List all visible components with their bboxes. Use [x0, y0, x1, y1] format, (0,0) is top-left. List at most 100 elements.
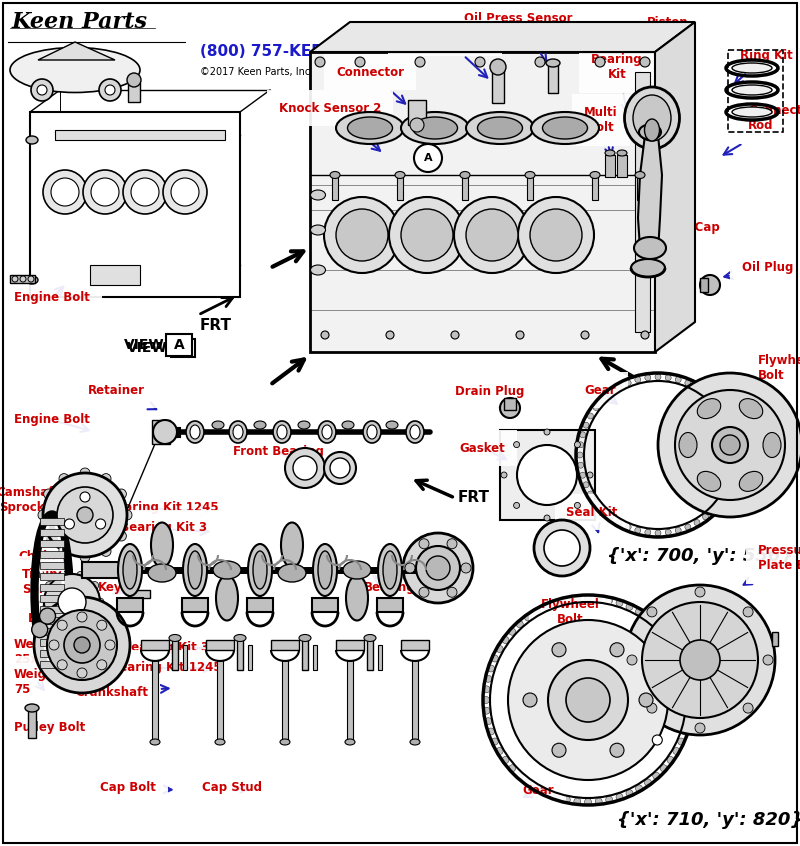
Circle shape: [581, 331, 589, 339]
Bar: [635, 72, 650, 332]
Circle shape: [682, 665, 689, 672]
Circle shape: [645, 779, 651, 786]
Circle shape: [616, 384, 622, 391]
Circle shape: [665, 375, 671, 381]
Bar: [605, 155, 615, 177]
Circle shape: [485, 717, 492, 725]
Circle shape: [466, 209, 518, 261]
Bar: [504, 398, 516, 410]
Text: Engine Bolt: Engine Bolt: [14, 414, 90, 432]
Bar: [128, 82, 140, 102]
Circle shape: [43, 170, 87, 214]
Ellipse shape: [150, 739, 160, 745]
Circle shape: [616, 519, 622, 525]
Circle shape: [652, 735, 662, 745]
Bar: [40, 584, 64, 591]
Circle shape: [59, 624, 67, 633]
Circle shape: [523, 693, 537, 707]
Ellipse shape: [590, 172, 600, 179]
Circle shape: [330, 458, 350, 478]
Ellipse shape: [347, 117, 393, 139]
Text: Crankshaft: Crankshaft: [75, 685, 169, 699]
Ellipse shape: [188, 551, 202, 589]
Circle shape: [587, 472, 593, 478]
Ellipse shape: [605, 150, 615, 156]
Polygon shape: [38, 42, 115, 60]
Text: FRT: FRT: [200, 318, 232, 333]
Bar: [152, 420, 170, 444]
Text: Drain Plug: Drain Plug: [455, 386, 525, 411]
Circle shape: [600, 397, 606, 403]
Circle shape: [595, 595, 602, 602]
Circle shape: [95, 519, 106, 529]
Ellipse shape: [118, 544, 142, 596]
Circle shape: [163, 170, 207, 214]
Circle shape: [127, 73, 141, 87]
Circle shape: [658, 373, 800, 517]
Ellipse shape: [330, 172, 340, 179]
Ellipse shape: [273, 421, 291, 443]
Circle shape: [447, 539, 457, 549]
Circle shape: [720, 435, 740, 455]
Ellipse shape: [254, 421, 266, 429]
Text: Seal Kit: Seal Kit: [566, 506, 618, 532]
Circle shape: [727, 422, 733, 428]
Bar: [408, 100, 426, 125]
Circle shape: [686, 686, 693, 693]
Bar: [347, 660, 353, 740]
Bar: [500, 430, 595, 520]
Bar: [183, 645, 187, 670]
Bar: [700, 278, 708, 292]
Circle shape: [743, 703, 753, 713]
Bar: [282, 660, 288, 740]
Circle shape: [315, 57, 325, 67]
Text: Flywheel
Bolt: Flywheel Bolt: [743, 354, 800, 406]
Circle shape: [583, 422, 589, 428]
Circle shape: [722, 413, 729, 419]
Ellipse shape: [280, 739, 290, 745]
Circle shape: [764, 437, 780, 453]
Bar: [367, 640, 373, 670]
Circle shape: [684, 717, 691, 725]
Circle shape: [28, 276, 34, 282]
Circle shape: [578, 442, 584, 448]
Text: Balancer: Balancer: [28, 612, 86, 624]
Circle shape: [496, 748, 503, 755]
Ellipse shape: [298, 421, 310, 429]
Circle shape: [563, 796, 570, 803]
Circle shape: [730, 431, 736, 438]
Circle shape: [485, 675, 492, 682]
Circle shape: [59, 547, 69, 557]
Circle shape: [673, 645, 680, 652]
Bar: [302, 640, 308, 670]
Ellipse shape: [401, 112, 469, 144]
Text: Timing
Sprocket: Timing Sprocket: [22, 568, 81, 596]
Circle shape: [635, 608, 642, 615]
Bar: [28, 710, 36, 738]
Ellipse shape: [318, 421, 336, 443]
Circle shape: [635, 785, 642, 792]
Circle shape: [451, 331, 459, 339]
Circle shape: [566, 678, 610, 722]
Circle shape: [415, 57, 425, 67]
Text: {'x': 700, 'y': 556}: {'x': 700, 'y': 556}: [607, 547, 793, 565]
Circle shape: [99, 79, 121, 101]
Bar: [772, 632, 778, 646]
Circle shape: [57, 487, 113, 543]
Ellipse shape: [413, 117, 458, 139]
Circle shape: [80, 552, 90, 562]
Ellipse shape: [213, 561, 241, 579]
Text: Knock Sensor: Knock Sensor: [400, 31, 490, 78]
Circle shape: [574, 442, 581, 448]
Circle shape: [77, 624, 85, 633]
Circle shape: [447, 587, 457, 597]
Ellipse shape: [310, 265, 326, 275]
Circle shape: [97, 620, 106, 630]
Text: Connector: Connector: [336, 65, 405, 104]
Ellipse shape: [645, 119, 659, 141]
Text: Main Bearing Kit 3: Main Bearing Kit 3: [83, 521, 209, 535]
Text: VIEW: VIEW: [124, 338, 165, 352]
Circle shape: [461, 563, 471, 573]
Circle shape: [626, 603, 633, 610]
Circle shape: [627, 655, 637, 665]
